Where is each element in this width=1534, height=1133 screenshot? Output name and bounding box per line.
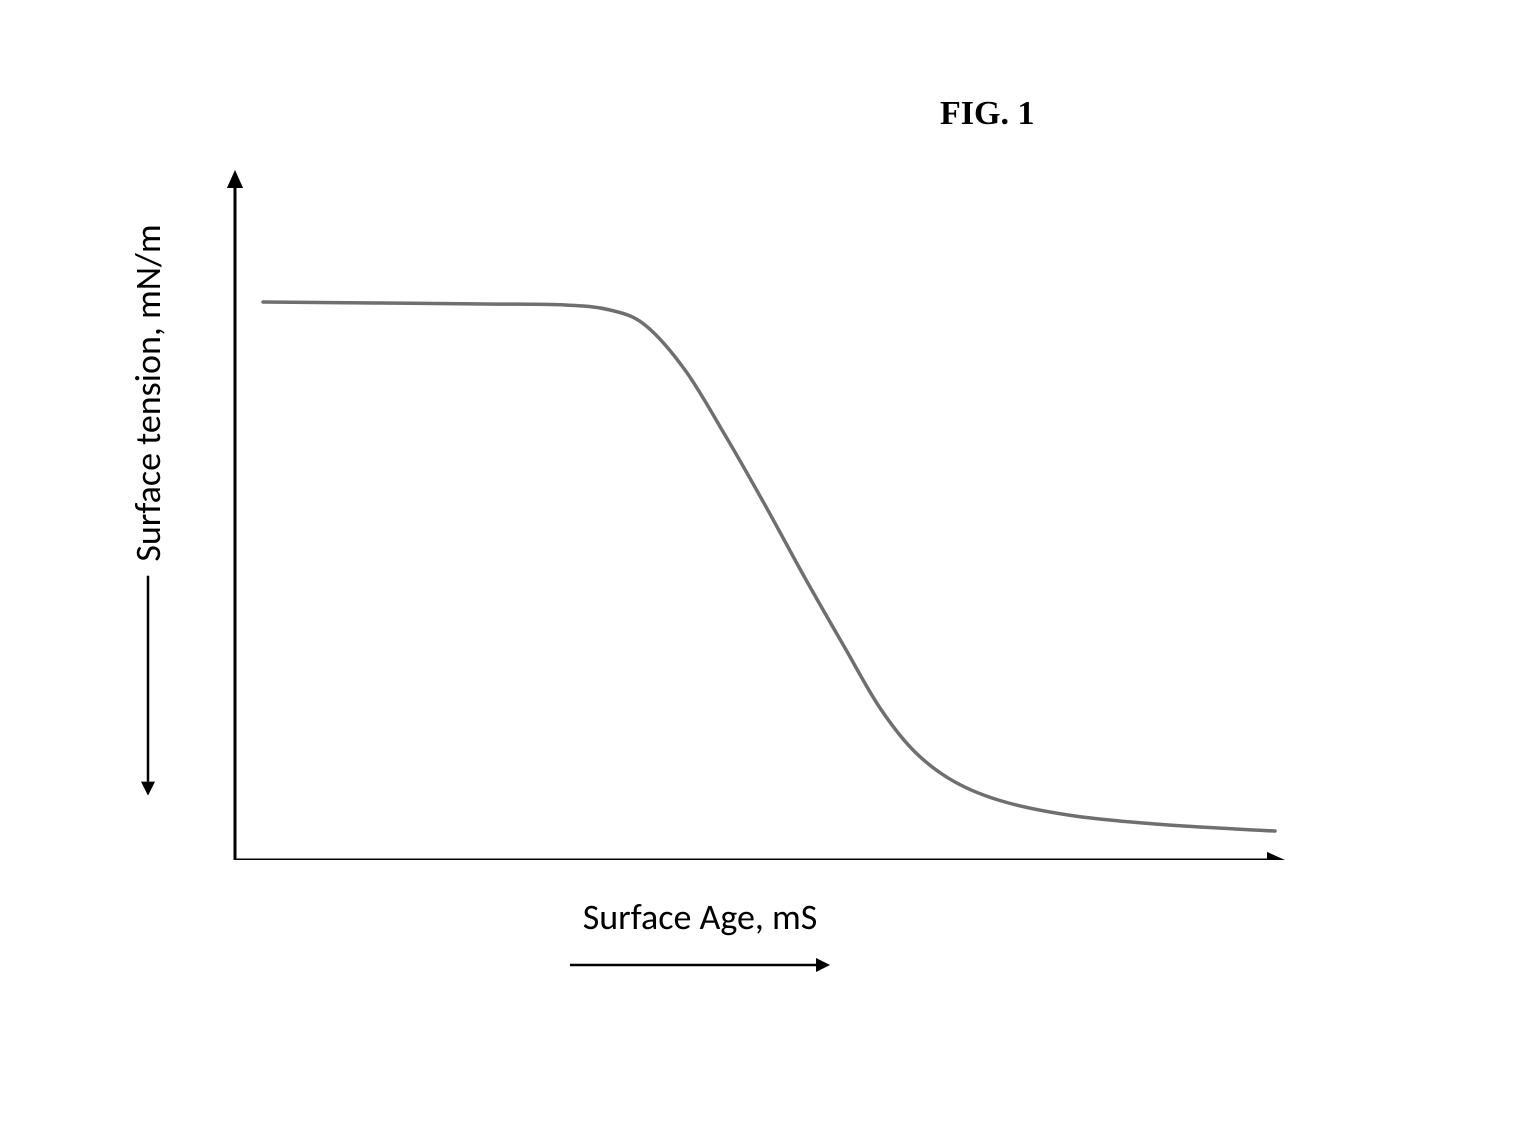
y-axis-label-group: Surface tension, mN/m [126,224,170,795]
curve [263,302,1275,831]
figure-title: FIG. 1 [940,95,1034,133]
x-axis-direction-arrow [570,953,830,977]
chart-plot [215,170,1285,860]
x-axis-label: Surface Age, mS [583,895,818,939]
x-axis-label-group: Surface Age, mS [570,895,830,977]
x-axis-arrowhead [1267,852,1285,860]
y-axis-direction-arrow [136,576,160,796]
axes-group [227,170,1285,860]
y-axis-arrowhead [227,170,243,188]
y-axis-label: Surface tension, mN/m [126,224,170,561]
